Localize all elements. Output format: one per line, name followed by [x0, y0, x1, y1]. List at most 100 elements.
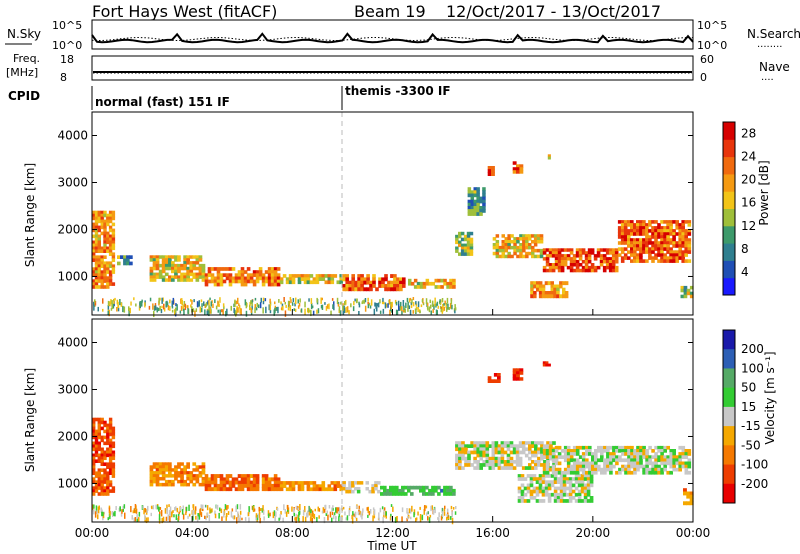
noise-ytick-left-bottom: 10^0 [52, 39, 82, 52]
velocity-near-range-clutter [92, 504, 457, 525]
nave-ytick-top: 60 [700, 53, 714, 66]
velocity-colorbar-tick: 15 [741, 400, 756, 414]
velocity-colorbar: 200 100 50 15 -15 -50 -100 -200 [722, 329, 768, 504]
power-echo-patch [530, 281, 569, 299]
velocity-echo-patch [92, 417, 116, 496]
power-echo-patch [92, 210, 116, 289]
velocity-echo-patch [204, 474, 281, 492]
frequency-panel-frame [91, 55, 694, 81]
velocity-echo-patch [279, 481, 343, 492]
frequency-ytick-top: 18 [60, 53, 74, 66]
time-x-axis: 00:00 04:00 08:00 12:00 16:00 20:00 00:00 [75, 309, 711, 540]
time-xlabel: Time UT [366, 539, 417, 553]
noise-ytick-right-bottom: 10^0 [697, 39, 727, 52]
noise-sky-line [91, 32, 694, 44]
beam-label: Beam 19 [354, 2, 426, 21]
power-echo-patch [204, 267, 281, 287]
velocity-echo-patch [380, 485, 456, 496]
power-colorbar-swatch [723, 208, 735, 227]
velocity-echo-patch [512, 368, 524, 381]
power-echo-patch [342, 274, 406, 292]
velocity-panel: 1000 2000 3000 4000 Slant Range [km] 200 100… [23, 309, 777, 553]
xtick-label: 12:00 [375, 526, 410, 540]
power-colorbar-tick: 4 [741, 265, 749, 279]
power-echo-patch [467, 187, 486, 216]
velocity-ytick-label: 1000 [57, 476, 88, 490]
velocity-echo-patch [149, 462, 206, 487]
power-echo-patch [487, 166, 495, 176]
velocity-echo-patch [542, 445, 692, 475]
velocity-data-layer [92, 361, 694, 525]
velocity-echo-patch [342, 481, 381, 494]
date-range: 12/Oct/2017 - 13/Oct/2017 [446, 2, 661, 21]
power-colorbar-label: Power [dB] [757, 160, 771, 225]
noise-panel-frame [91, 19, 694, 50]
power-colorbar-tick: 24 [741, 150, 756, 164]
power-echo-patch [408, 278, 456, 289]
xtick-label: 00:00 [676, 526, 711, 540]
power-echo-patch [542, 248, 619, 273]
velocity-colorbar-swatch [723, 349, 735, 369]
power-echo-patch [279, 274, 343, 285]
power-colorbar-tick: 28 [741, 127, 756, 141]
velocity-colorbar-swatch [723, 406, 735, 427]
power-panel: 1000 2000 3000 4000 Slant Range [km] 4 8 12 16… [23, 111, 771, 318]
velocity-colorbar-swatch [723, 464, 735, 485]
velocity-colorbar-tick: 50 [741, 381, 756, 395]
velocity-ytick-label: 2000 [57, 429, 88, 443]
xtick-label: 16:00 [475, 526, 510, 540]
velocity-colorbar-tick: -100 [741, 458, 768, 472]
power-colorbar-tick: 16 [741, 196, 756, 210]
power-y-axis: 1000 2000 3000 4000 [57, 128, 693, 283]
xtick-label: 00:00 [75, 526, 110, 540]
power-colorbar-swatch [723, 260, 735, 279]
velocity-colorbar-swatch [723, 445, 735, 466]
velocity-colorbar-label: Velocity [m s⁻¹] [763, 351, 777, 444]
power-colorbar-tick: 20 [741, 173, 756, 187]
power-echo-patch [512, 161, 524, 174]
noise-right-label: N.Search [747, 27, 800, 41]
power-near-range-clutter [93, 297, 457, 318]
power-colorbar-swatch [723, 243, 735, 261]
cpid-label: CPID [8, 89, 40, 103]
power-ytick-label: 1000 [57, 269, 88, 283]
power-colorbar: 4 8 12 16 20 24 28 [722, 121, 756, 296]
velocity-ytick-label: 4000 [57, 335, 88, 349]
power-echo-patch [492, 234, 544, 259]
velocity-colorbar-swatch [723, 387, 735, 408]
xtick-label: 20:00 [576, 526, 611, 540]
xtick-label: 04:00 [175, 526, 210, 540]
cpid-row: CPID normal (fast) 151 IF themis -3300 I… [8, 84, 451, 110]
velocity-colorbar-swatch [723, 426, 735, 446]
power-colorbar-frame [722, 121, 736, 296]
velocity-echo-patch [683, 488, 694, 506]
frequency-ytick-bottom: 8 [60, 71, 67, 84]
power-echo-patch [455, 231, 474, 256]
velocity-colorbar-tick: 200 [741, 342, 764, 356]
velocity-colorbar-swatch [723, 483, 735, 504]
noise-search-line [91, 36, 694, 42]
power-colorbar-swatch [723, 191, 735, 209]
noise-panel: N.Sky 10^5 10^0 10^5 10^0 N.Search .....… [5, 19, 800, 52]
power-ytick-label: 2000 [57, 222, 88, 236]
station-title: Fort Hays West (fitACF) [92, 2, 277, 21]
power-colorbar-tick: 8 [741, 242, 749, 256]
xtick-label: 08:00 [275, 526, 310, 540]
frequency-panel: Freq. [MHz] 18 8 60 0 Nave .... [6, 52, 790, 84]
noise-right-marker: ........ [757, 39, 782, 50]
power-data-layer [92, 154, 694, 318]
velocity-colorbar-frame [722, 329, 736, 504]
nave-ytick-bottom: 0 [700, 71, 707, 84]
velocity-colorbar-tick: -50 [741, 438, 761, 452]
velocity-y-axis: 1000 2000 3000 4000 [57, 335, 693, 490]
nave-label: Nave [759, 60, 790, 74]
velocity-colorbar-tick: 100 [741, 361, 764, 375]
cpid-segment-themis: themis -3300 IF [345, 84, 451, 98]
power-echo-patch [617, 220, 692, 263]
frequency-label: Freq. [13, 52, 40, 65]
velocity-echo-patch [517, 474, 594, 503]
power-colorbar-tick: 12 [741, 219, 756, 233]
velocity-ytick-label: 3000 [57, 382, 88, 396]
nave-marker: .... [761, 72, 774, 83]
